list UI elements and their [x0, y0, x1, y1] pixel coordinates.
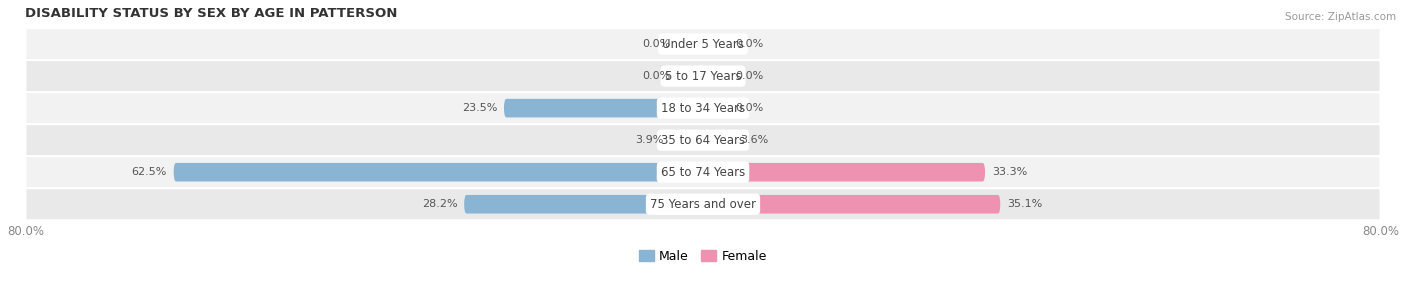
Text: 0.0%: 0.0% — [735, 103, 763, 113]
FancyBboxPatch shape — [703, 195, 1000, 214]
Text: 0.0%: 0.0% — [643, 39, 671, 49]
Text: DISABILITY STATUS BY SEX BY AGE IN PATTERSON: DISABILITY STATUS BY SEX BY AGE IN PATTE… — [25, 7, 398, 20]
Text: 65 to 74 Years: 65 to 74 Years — [661, 166, 745, 179]
Text: 75 Years and over: 75 Years and over — [650, 198, 756, 211]
FancyBboxPatch shape — [25, 156, 1381, 188]
FancyBboxPatch shape — [671, 131, 703, 149]
Text: 0.0%: 0.0% — [735, 39, 763, 49]
FancyBboxPatch shape — [25, 60, 1381, 92]
FancyBboxPatch shape — [25, 92, 1381, 124]
Text: 62.5%: 62.5% — [132, 167, 167, 177]
Text: 33.3%: 33.3% — [991, 167, 1026, 177]
FancyBboxPatch shape — [703, 35, 728, 53]
FancyBboxPatch shape — [25, 28, 1381, 60]
Text: 23.5%: 23.5% — [461, 103, 498, 113]
FancyBboxPatch shape — [703, 163, 986, 181]
Text: 35 to 64 Years: 35 to 64 Years — [661, 134, 745, 147]
FancyBboxPatch shape — [703, 67, 728, 85]
Text: 35.1%: 35.1% — [1007, 199, 1042, 209]
Text: 0.0%: 0.0% — [735, 71, 763, 81]
FancyBboxPatch shape — [503, 99, 703, 117]
FancyBboxPatch shape — [678, 67, 703, 85]
FancyBboxPatch shape — [703, 99, 728, 117]
Text: 0.0%: 0.0% — [643, 71, 671, 81]
FancyBboxPatch shape — [464, 195, 703, 214]
Text: 3.6%: 3.6% — [741, 135, 769, 145]
FancyBboxPatch shape — [703, 131, 734, 149]
FancyBboxPatch shape — [25, 188, 1381, 220]
FancyBboxPatch shape — [678, 35, 703, 53]
FancyBboxPatch shape — [25, 124, 1381, 156]
Text: 28.2%: 28.2% — [422, 199, 457, 209]
Text: 18 to 34 Years: 18 to 34 Years — [661, 102, 745, 115]
Text: 3.9%: 3.9% — [636, 135, 664, 145]
Legend: Male, Female: Male, Female — [634, 245, 772, 268]
FancyBboxPatch shape — [174, 163, 703, 181]
Text: Under 5 Years: Under 5 Years — [662, 38, 744, 51]
Text: Source: ZipAtlas.com: Source: ZipAtlas.com — [1285, 12, 1396, 22]
Text: 5 to 17 Years: 5 to 17 Years — [665, 70, 741, 83]
